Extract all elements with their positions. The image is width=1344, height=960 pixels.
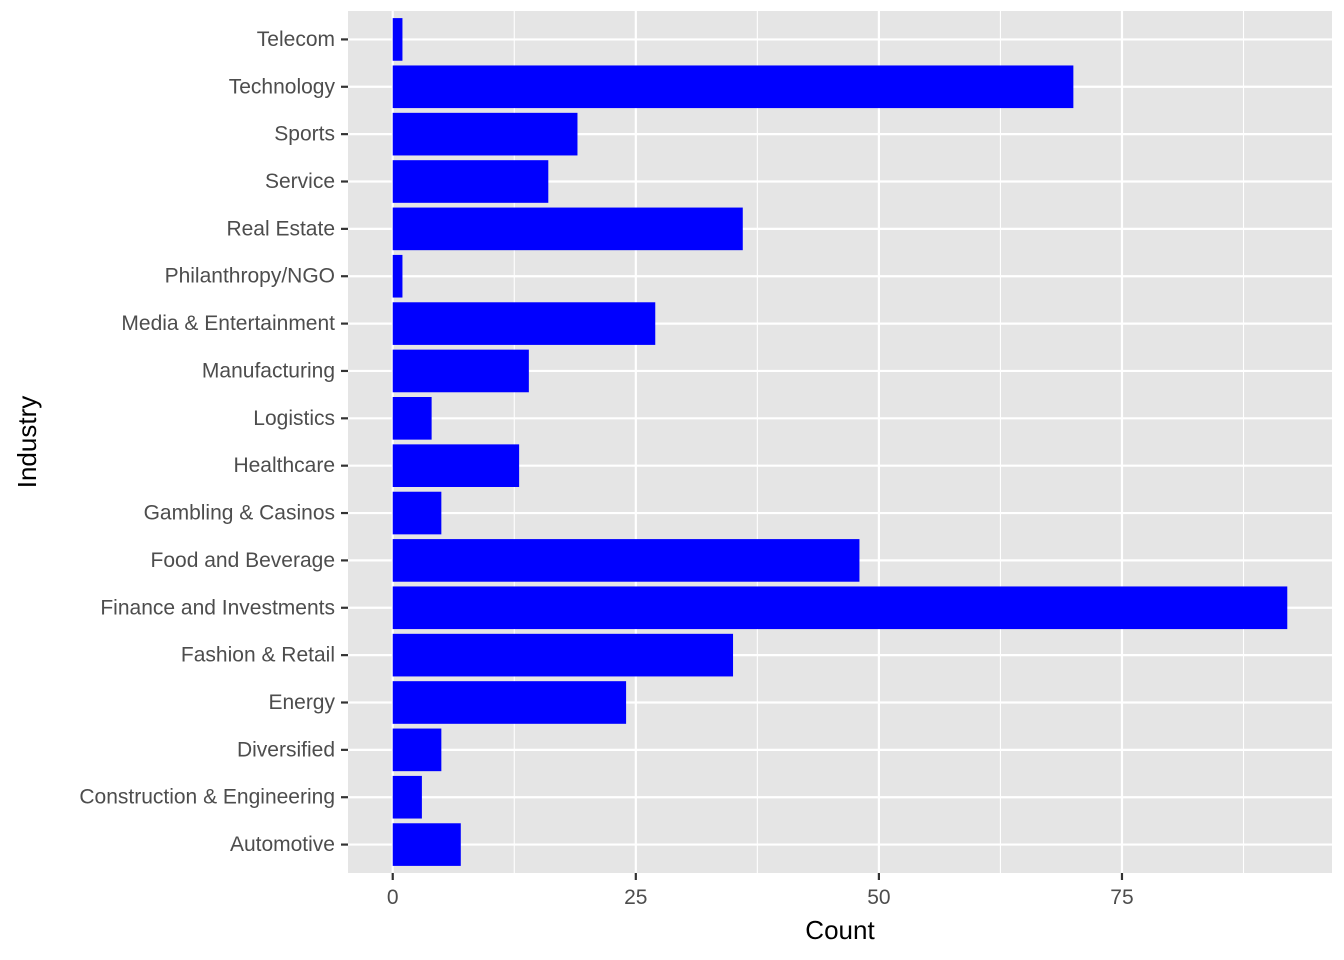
bar-gambling-casinos [392, 491, 442, 535]
y-tick-label: Philanthropy/NGO [165, 265, 335, 288]
x-tick-label: 75 [1110, 886, 1133, 909]
bar-philanthropy-ngo [392, 254, 403, 298]
y-tick-label: Construction & Engineering [79, 786, 335, 809]
bar-manufacturing [392, 349, 529, 393]
bar-energy [392, 681, 627, 724]
bar-real-estate [392, 207, 743, 251]
bar-food-and-beverage [392, 539, 860, 582]
y-tick-label: Diversified [237, 738, 335, 761]
bar-construction-engineering [392, 775, 422, 819]
y-tick-label: Logistics [253, 407, 335, 430]
bar-finance-and-investments [392, 586, 1288, 630]
bar-automotive [392, 823, 461, 866]
y-axis-title: Industry [12, 396, 42, 489]
y-tick-label: Fashion & Retail [181, 644, 335, 667]
y-tick-label: Sports [274, 123, 335, 146]
y-tick-label: Technology [229, 75, 336, 98]
bar-logistics [392, 397, 432, 440]
bar-media-entertainment [392, 302, 656, 345]
x-axis: 0 25 50 75 [387, 873, 1134, 909]
bar-fashion-retail [392, 633, 734, 677]
bars [392, 18, 1288, 866]
y-tick-label: Finance and Investments [100, 596, 335, 619]
bar-technology [392, 65, 1074, 109]
bar-service [392, 160, 549, 203]
bar-diversified [392, 728, 442, 772]
y-tick-label: Telecom [257, 28, 335, 51]
y-tick-label: Manufacturing [202, 359, 335, 382]
x-tick-label: 0 [387, 886, 399, 909]
y-tick-label: Food and Beverage [151, 549, 335, 572]
y-tick-label: Service [265, 170, 335, 193]
bar-telecom [392, 18, 403, 61]
y-tick-label: Real Estate [226, 217, 335, 240]
x-tick-label: 50 [867, 886, 890, 909]
y-tick-label: Gambling & Casinos [144, 502, 335, 525]
y-tick-label: Media & Entertainment [121, 312, 335, 335]
bar-sports [392, 112, 578, 156]
y-tick-label: Automotive [230, 833, 335, 856]
y-tick-label: Healthcare [233, 454, 335, 477]
x-axis-title: Count [805, 915, 875, 945]
bar-healthcare [392, 444, 520, 487]
y-axis: Automotive Construction & Engineering Dive… [79, 28, 348, 856]
y-tick-label: Energy [268, 691, 335, 714]
x-tick-label: 25 [624, 886, 647, 909]
